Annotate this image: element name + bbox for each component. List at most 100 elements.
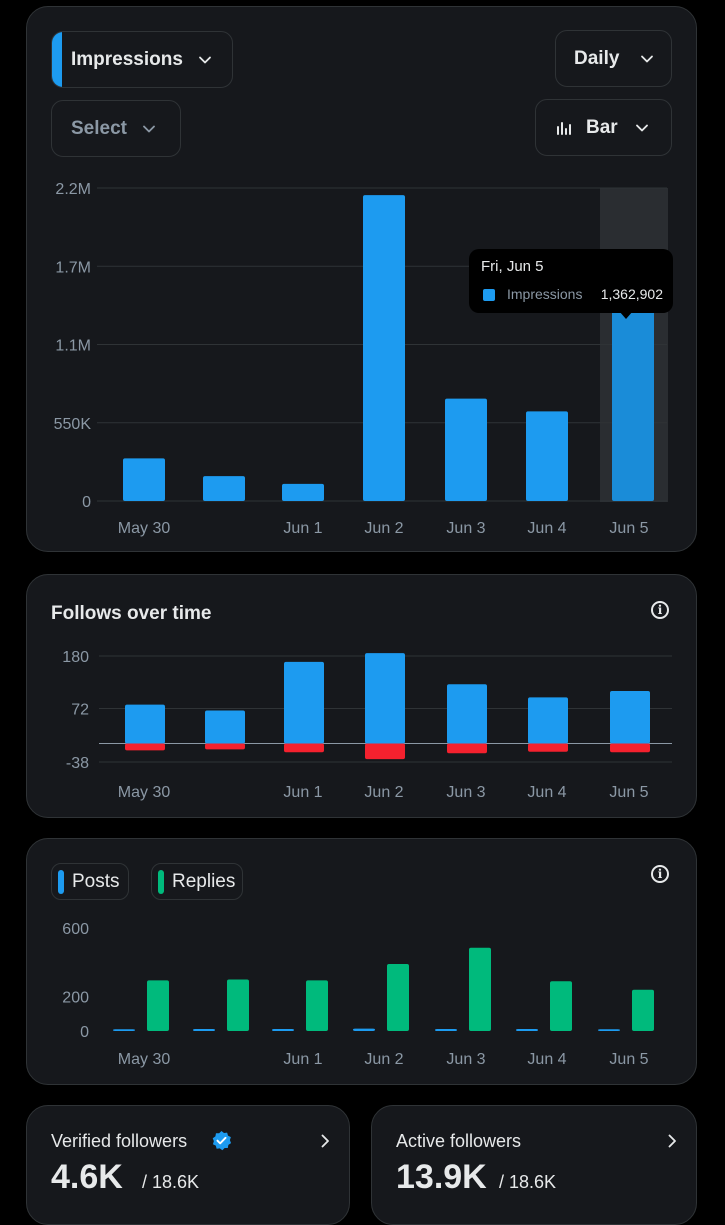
impressions-bar xyxy=(123,458,165,501)
replies-toggle[interactable]: Replies xyxy=(151,863,243,900)
gained-follows-bar xyxy=(284,661,324,744)
interval-dropdown[interactable]: Daily xyxy=(555,30,672,87)
x-tick-label: Jun 4 xyxy=(527,1051,566,1068)
y-tick-label: 0 xyxy=(80,1024,89,1041)
replies-bar xyxy=(550,981,572,1031)
x-tick-label: Jun 1 xyxy=(283,784,322,801)
posts-bar xyxy=(272,1028,294,1031)
posts-label: Posts xyxy=(72,870,120,892)
chart-tooltip: Fri, Jun 5 Impressions 1,362,902 xyxy=(469,249,673,319)
tooltip-date: Fri, Jun 5 xyxy=(481,258,544,275)
posts-bar xyxy=(113,1029,135,1031)
posts-bar xyxy=(598,1029,620,1031)
chevron-down-icon xyxy=(635,124,648,131)
posts-bar xyxy=(193,1028,215,1031)
gained-follows-bar xyxy=(528,697,568,744)
select-dropdown[interactable]: Select xyxy=(51,100,181,157)
y-tick-label: -38 xyxy=(66,755,89,772)
posts-toggle[interactable]: Posts xyxy=(51,863,129,900)
active-followers-value: 13.9K xyxy=(396,1158,487,1196)
info-icon[interactable]: i xyxy=(651,865,669,883)
replies-bar xyxy=(147,980,169,1031)
verified-badge-icon xyxy=(212,1130,232,1151)
impressions-card: Impressions Daily Select Bar 0 550K 1.1M 1.… xyxy=(26,6,697,552)
x-tick-label: May 30 xyxy=(118,520,171,537)
metric-dropdown[interactable]: Impressions xyxy=(51,31,233,88)
follows-title: Follows over time xyxy=(51,603,212,624)
y-tick-label: 550K xyxy=(54,416,92,433)
verified-followers-total: / 18.6K xyxy=(142,1172,200,1192)
y-tick-label: 600 xyxy=(62,921,89,938)
replies-bar xyxy=(227,979,249,1031)
y-tick-label: 200 xyxy=(62,990,89,1007)
lost-follows-bar xyxy=(284,743,324,753)
x-tick-label: Jun 3 xyxy=(446,520,485,537)
x-tick-label: Jun 5 xyxy=(609,520,648,537)
posts-bar xyxy=(435,1028,457,1031)
y-tick-label: 72 xyxy=(71,702,89,719)
x-tick-label: Jun 4 xyxy=(527,520,566,537)
replies-bar xyxy=(632,989,654,1031)
active-followers-label: Active followers xyxy=(396,1131,522,1151)
x-tick-label: Jun 1 xyxy=(283,1051,322,1068)
impressions-bar xyxy=(363,195,405,501)
tooltip-series: Impressions xyxy=(507,286,583,302)
lost-follows-bar xyxy=(610,743,650,753)
x-tick-label: May 30 xyxy=(118,1051,171,1068)
chart-type-label: Bar xyxy=(586,116,618,138)
verified-followers-label: Verified followers xyxy=(51,1131,188,1151)
chevron-right-icon xyxy=(321,1134,329,1148)
y-tick-label: 2.2M xyxy=(55,181,91,198)
posts-bar xyxy=(353,1028,375,1031)
replies-label: Replies xyxy=(172,870,236,892)
lost-follows-bar xyxy=(447,743,487,754)
replies-swatch xyxy=(158,869,164,894)
y-tick-label: 1.7M xyxy=(55,259,91,276)
y-tick-label: 1.1M xyxy=(55,338,91,355)
x-tick-label: Jun 4 xyxy=(527,784,566,801)
x-tick-label: May 30 xyxy=(118,784,171,801)
gained-follows-bar xyxy=(205,710,245,744)
chevron-down-icon xyxy=(641,55,654,62)
follows-chart: -38 72 180 May 30 Jun 1 Jun 2 Jun 3 Jun 4 Jun 5 xyxy=(62,649,672,801)
chevron-down-icon xyxy=(143,125,155,132)
verified-followers-card[interactable]: Verified followers 4.6K / 18.6K xyxy=(26,1105,350,1225)
tooltip-swatch xyxy=(483,289,495,301)
impressions-bar xyxy=(445,398,487,501)
tooltip-pointer xyxy=(619,311,633,319)
active-followers-card[interactable]: Active followers 13.9K / 18.6K xyxy=(371,1105,697,1225)
replies-bar xyxy=(387,964,409,1031)
posts-replies-chart: 0 200 600 May 30 Jun 1 Jun 2 Jun 3 Jun 4 Jun 5 xyxy=(62,921,654,1068)
metric-label: Impressions xyxy=(71,48,183,70)
gained-follows-bar xyxy=(125,704,165,744)
x-tick-label: Jun 5 xyxy=(609,784,648,801)
impressions-bar xyxy=(203,476,245,501)
x-tick-label: Jun 2 xyxy=(364,1051,403,1068)
select-label: Select xyxy=(71,117,127,139)
tooltip-value: 1,362,902 xyxy=(600,286,663,302)
chart-type-dropdown[interactable]: Bar xyxy=(535,99,672,156)
chevron-right-icon xyxy=(668,1134,676,1148)
x-tick-label: Jun 2 xyxy=(364,520,403,537)
lost-follows-bar xyxy=(528,743,568,752)
verified-followers-value: 4.6K xyxy=(51,1158,123,1196)
impressions-chart: 0 550K 1.1M 1.7M 2.2M May 30 Jun 1 Jun 2 Jun 3 Ju… xyxy=(54,181,668,537)
replies-bar xyxy=(469,947,491,1031)
x-tick-label: Jun 1 xyxy=(283,520,322,537)
x-tick-label: Jun 3 xyxy=(446,1051,485,1068)
posts-bar xyxy=(516,1028,538,1031)
impressions-bar xyxy=(612,307,654,501)
lost-follows-bar xyxy=(365,743,405,760)
impressions-bar xyxy=(526,411,568,501)
info-icon[interactable]: i xyxy=(651,601,669,619)
impressions-bar xyxy=(282,483,324,501)
bar-chart-icon xyxy=(557,121,571,135)
y-tick-label: 180 xyxy=(62,649,89,666)
follows-card: Follows over time i -38 72 180 May 30 Jun 1 J… xyxy=(26,574,697,818)
x-tick-label: Jun 2 xyxy=(364,784,403,801)
active-followers-total: / 18.6K xyxy=(499,1172,557,1192)
x-tick-label: Jun 5 xyxy=(609,1051,648,1068)
posts-swatch xyxy=(58,869,64,894)
interval-label: Daily xyxy=(574,47,620,69)
posts-replies-card: Posts Replies i 0 200 600 May 30 Jun 1 Jun 2 J… xyxy=(26,838,697,1085)
